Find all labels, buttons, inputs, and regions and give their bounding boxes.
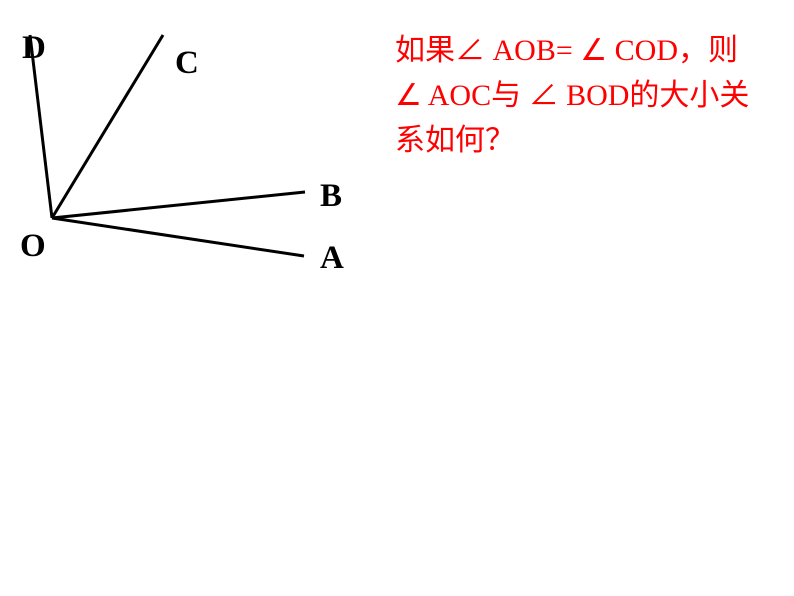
ray-OC — [52, 35, 163, 218]
label-A: A — [320, 240, 344, 277]
question-line-2: ∠ AOC与 ∠ BOD的大小关 — [395, 73, 749, 118]
ray-OA — [52, 218, 304, 256]
question-line-3: 系如何？ — [395, 118, 749, 163]
label-O: O — [20, 228, 46, 265]
question-text: 如果∠ AOB= ∠ COD，则 ∠ AOC与 ∠ BOD的大小关 系如何？ — [395, 28, 749, 163]
rays-group — [30, 35, 305, 256]
label-C: C — [175, 45, 199, 82]
label-B: B — [320, 178, 342, 215]
question-line-1: 如果∠ AOB= ∠ COD，则 — [395, 28, 749, 73]
label-D: D — [22, 30, 46, 67]
ray-OB — [52, 192, 305, 218]
